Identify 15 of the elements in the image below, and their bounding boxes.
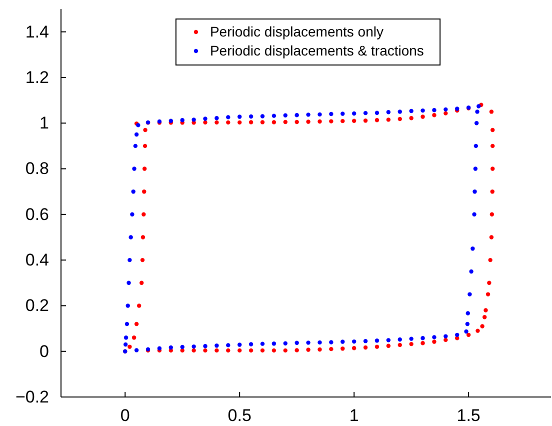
y-tick-label: 0.6	[25, 204, 49, 224]
legend-label: Periodic displacements & tractions	[210, 42, 424, 58]
x-tick-label: 0	[120, 406, 130, 426]
y-tick-label: 0.8	[25, 159, 49, 178]
y-tick-label: −0.2	[15, 387, 49, 406]
legend-label: Periodic displacements only	[210, 24, 384, 40]
x-tick-label: 0.5	[228, 406, 252, 426]
y-tick-label: 0	[40, 342, 49, 361]
x-tick-label: 1	[349, 406, 359, 426]
y-tick-label: 1	[40, 114, 49, 133]
y-tick-label: 1.4	[25, 22, 49, 42]
y-tick-label: 0.2	[25, 296, 49, 316]
x-tick-label: 1.5	[456, 406, 480, 426]
y-tick-label: 1.2	[25, 68, 49, 87]
y-tick-label: 0.4	[25, 250, 49, 270]
